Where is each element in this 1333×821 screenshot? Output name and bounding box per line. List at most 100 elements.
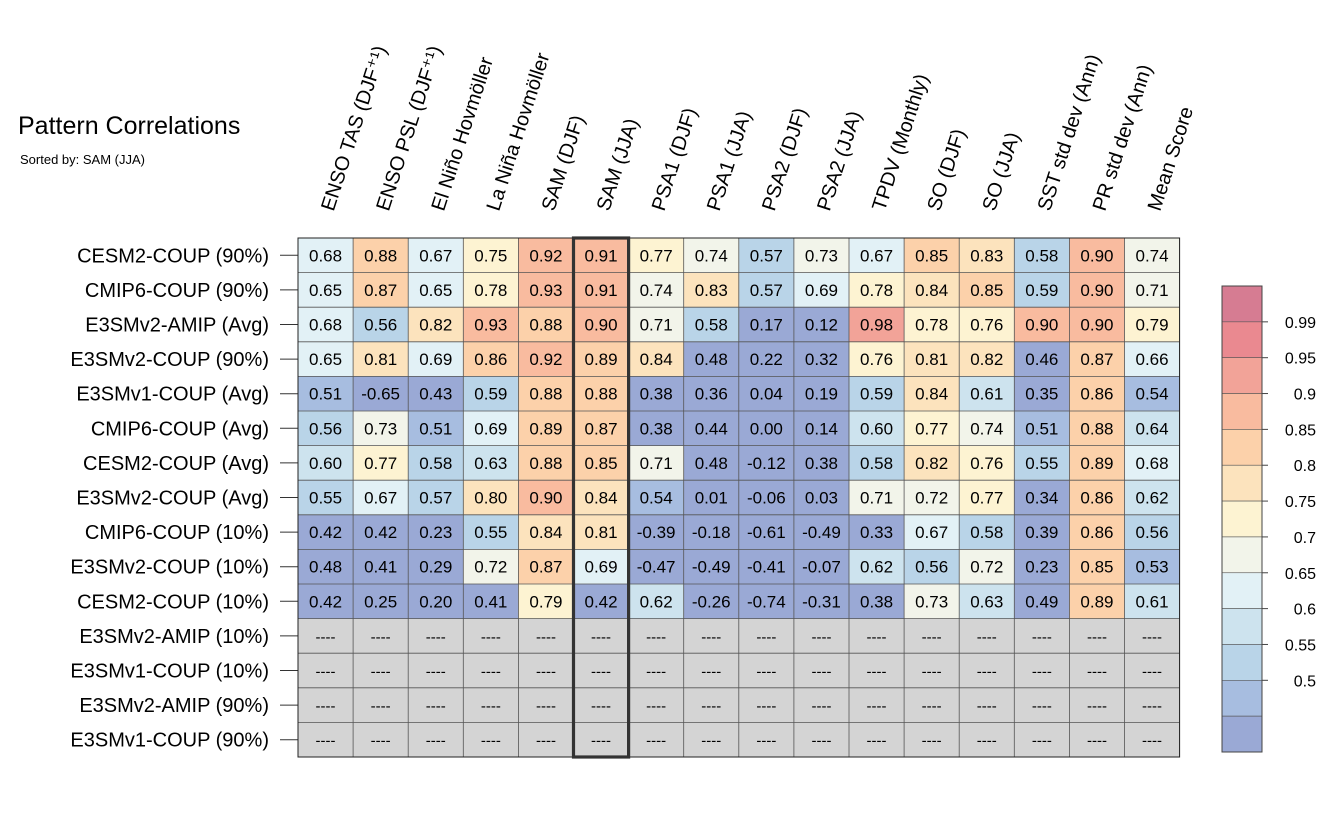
cell-value-label: 0.17 (750, 316, 783, 335)
cell-value-label: 0.42 (309, 523, 342, 542)
colorbar-label: 0.5 (1294, 673, 1316, 690)
heatmap-cell (298, 445, 354, 481)
cell-value-label: 0.89 (1080, 592, 1113, 611)
row-label: E3SMv1-COUP (10%) (70, 661, 269, 683)
heatmap-cell (573, 687, 629, 723)
cell-value-label: 0.54 (1136, 385, 1169, 404)
heatmap-cell (849, 411, 905, 446)
cell-value-label: 0.53 (1136, 558, 1169, 577)
heatmap-cell (849, 307, 905, 342)
heatmap-cell (518, 722, 574, 757)
heatmap-cell (1014, 514, 1070, 550)
cell-value-label: -0.65 (361, 385, 400, 404)
heatmap-cell (573, 514, 629, 550)
cell-value-label: -0.47 (637, 558, 676, 577)
cell-value-label: -0.06 (747, 489, 786, 508)
cell-value-label: 0.64 (1136, 419, 1169, 438)
cell-value-label: 0.35 (1025, 385, 1058, 404)
heatmap-cell (1014, 584, 1070, 619)
heatmap-cell (738, 376, 794, 411)
heatmap-cell (298, 549, 354, 584)
row-label: E3SMv2-COUP (10%) (70, 557, 269, 579)
heatmap-cell (959, 722, 1015, 757)
heatmap-cell (628, 514, 684, 550)
heatmap-cell (959, 238, 1015, 273)
heatmap-cell (1069, 653, 1125, 688)
cell-value-label: ---- (922, 733, 942, 750)
cell-value-label: 0.81 (915, 350, 948, 369)
cell-value-label: 0.42 (585, 592, 618, 611)
cell-value-label: 0.61 (1136, 592, 1169, 611)
heatmap-cell (959, 653, 1015, 688)
cell-value-label: 0.83 (695, 281, 728, 300)
heatmap-cell (463, 341, 519, 377)
heatmap-cell (628, 549, 684, 584)
cell-value-label: 0.98 (860, 316, 893, 335)
heatmap-cell (573, 722, 629, 757)
cell-value-label: 0.88 (585, 385, 618, 404)
heatmap-cell (298, 272, 354, 308)
column-label: SAM (JJA) (593, 116, 643, 214)
cell-value-label: 0.54 (640, 489, 673, 508)
row-label: CMIP6-COUP (Avg) (91, 418, 269, 440)
cell-value-label: ---- (1087, 629, 1107, 646)
heatmap-cell (1069, 514, 1125, 550)
heatmap-cell (1014, 341, 1070, 377)
cell-value-label: ---- (426, 629, 446, 646)
cell-value-label: 0.76 (970, 454, 1003, 473)
cell-value-label: 0.61 (970, 385, 1003, 404)
heatmap-cell (1124, 514, 1180, 550)
cell-value-label: ---- (316, 733, 336, 750)
cell-value-label: -0.49 (692, 558, 731, 577)
cell-value-label: ---- (756, 664, 776, 681)
cell-value-label: 0.63 (474, 454, 507, 473)
cell-value-label: 0.76 (860, 350, 893, 369)
highlight-column-outline (571, 236, 631, 759)
cell-value-label: 0.82 (915, 454, 948, 473)
cell-value-label: ---- (1142, 629, 1162, 646)
heatmap-cell (298, 341, 354, 377)
cell-value-label: 0.92 (529, 246, 562, 265)
row-label: E3SMv2-AMIP (10%) (79, 626, 269, 648)
heatmap-cell (738, 618, 794, 654)
column-label: SAM (DJF) (538, 113, 589, 214)
heatmap-cell (573, 376, 629, 411)
cell-value-label: ---- (1087, 698, 1107, 715)
cell-value-label: 0.32 (805, 350, 838, 369)
cell-value-label: 0.86 (1080, 523, 1113, 542)
cell-value-label: ---- (316, 629, 336, 646)
cell-value-label: 0.69 (474, 419, 507, 438)
heatmap-cell (463, 411, 519, 446)
cell-value-label: 0.87 (529, 558, 562, 577)
cell-value-label: ---- (701, 698, 721, 715)
cell-value-label: ---- (977, 664, 997, 681)
cell-value-label: 0.84 (915, 281, 948, 300)
heatmap-cell (1069, 722, 1125, 757)
cell-value-label: 0.85 (970, 281, 1003, 300)
cell-value-label: ---- (646, 664, 666, 681)
heatmap-cell (683, 687, 739, 723)
heatmap-cell (1124, 272, 1180, 308)
cell-value-label: 0.72 (970, 558, 1003, 577)
heatmap-cell (518, 238, 574, 273)
heatmap-cell (849, 341, 905, 377)
heatmap-cell (793, 653, 849, 688)
heatmap-cell (628, 687, 684, 723)
heatmap-cell (518, 514, 574, 550)
cell-value-label: ---- (481, 698, 501, 715)
cell-value-label: 0.46 (1025, 350, 1058, 369)
cell-value-label: 0.74 (640, 281, 673, 300)
heatmap-cell (738, 514, 794, 550)
cell-value-label: 0.86 (474, 350, 507, 369)
cell-value-label: 0.22 (750, 350, 783, 369)
cell-value-label: 0.71 (860, 489, 893, 508)
cell-value-label: 0.74 (1136, 246, 1169, 265)
cell-value-label: 0.25 (364, 592, 397, 611)
heatmap-cell (904, 341, 960, 377)
heatmap-cell (518, 411, 574, 446)
cell-value-label: 0.20 (419, 592, 452, 611)
heatmap-cell (353, 514, 409, 550)
heatmap-cell (1069, 445, 1125, 481)
cell-value-label: 0.69 (419, 350, 452, 369)
row-label: E3SMv2-COUP (Avg) (76, 488, 269, 510)
